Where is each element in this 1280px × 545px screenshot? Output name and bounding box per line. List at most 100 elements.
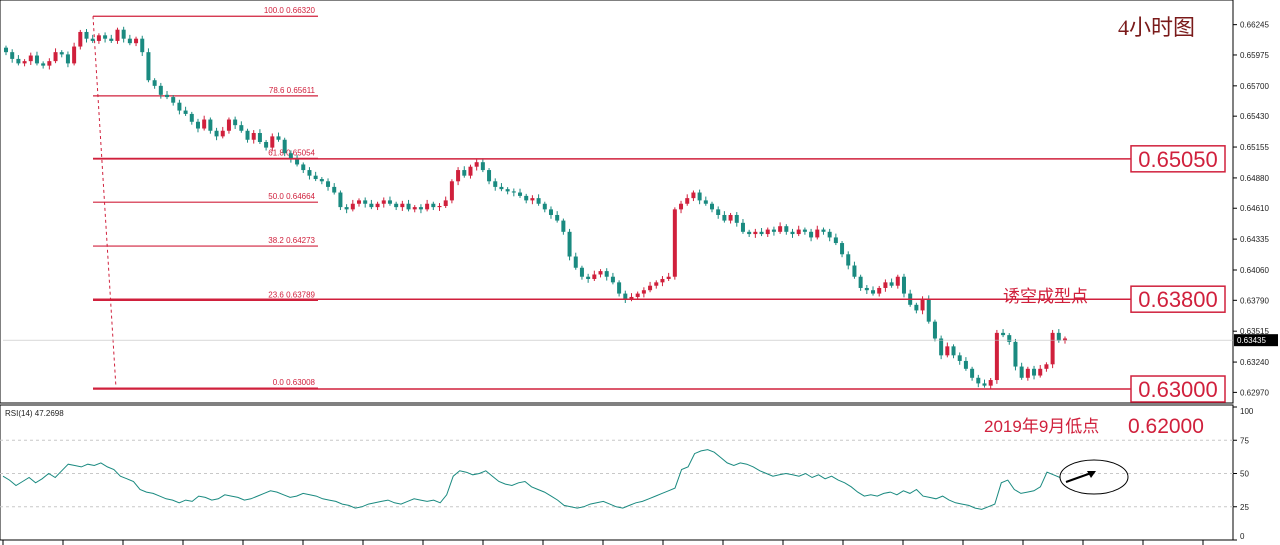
candle xyxy=(96,33,101,44)
candle xyxy=(239,121,244,133)
candle xyxy=(28,52,33,65)
candle xyxy=(728,212,733,224)
candle xyxy=(183,106,188,116)
candle xyxy=(332,183,337,195)
candle xyxy=(406,199,411,212)
candle xyxy=(988,378,993,389)
candle xyxy=(536,194,541,206)
candle xyxy=(610,272,615,285)
rsi-tick-label: 50 xyxy=(1240,470,1249,479)
y-tick-label: 0.65155 xyxy=(1240,143,1269,152)
candle xyxy=(152,78,157,89)
y-tick-label: 0.63240 xyxy=(1240,358,1269,367)
fib-level-label: 0.0 0.63008 xyxy=(273,378,316,387)
price-axis: 0.66245 0.65975 0.65700 0.65430 0.65155 0.648… xyxy=(3,21,1278,397)
candle xyxy=(462,166,467,178)
candle xyxy=(555,211,560,223)
candle xyxy=(790,228,795,238)
candle xyxy=(202,115,207,131)
candle xyxy=(65,51,70,68)
candle xyxy=(970,366,975,381)
y-tick-label: 0.62970 xyxy=(1240,388,1269,397)
candle xyxy=(4,45,8,56)
candle xyxy=(338,190,343,211)
candle xyxy=(326,178,331,191)
candle xyxy=(926,295,931,324)
candle xyxy=(1038,364,1043,378)
y-tick-label: 0.66245 xyxy=(1240,21,1269,30)
candle xyxy=(710,201,714,213)
candle xyxy=(796,225,801,237)
current-price-label: 0.63435 xyxy=(1237,336,1266,345)
fib-level-label: 38.2 0.64273 xyxy=(268,236,315,245)
candle xyxy=(660,276,665,287)
candle xyxy=(214,127,219,141)
candle xyxy=(982,379,987,388)
candle xyxy=(846,251,851,270)
y-tick-label: 0.63790 xyxy=(1240,296,1269,305)
candle xyxy=(883,279,888,292)
rsi-tick-label: 25 xyxy=(1240,503,1249,512)
candle xyxy=(598,269,603,278)
candle xyxy=(518,188,523,198)
candle xyxy=(963,357,968,371)
y-tick-label: 0.65700 xyxy=(1240,82,1269,91)
price-pane xyxy=(0,0,1234,404)
candle xyxy=(468,164,473,179)
candle xyxy=(1050,329,1055,369)
candle xyxy=(72,42,77,66)
candle xyxy=(592,270,597,281)
fib-level-label: 78.6 0.65611 xyxy=(269,86,316,95)
candle xyxy=(443,196,448,209)
candle xyxy=(957,352,962,365)
rsi-tick-label: 100 xyxy=(1240,407,1254,416)
key-level-box xyxy=(1130,375,1226,403)
candle xyxy=(716,206,721,219)
candle xyxy=(821,227,826,235)
arrow-head-icon xyxy=(1087,471,1096,478)
candle xyxy=(648,281,653,293)
key-level-box xyxy=(1130,285,1226,313)
candle xyxy=(1007,333,1012,345)
candle xyxy=(134,36,139,47)
candle xyxy=(914,302,919,314)
candle xyxy=(344,204,349,214)
candle xyxy=(480,158,485,173)
breakdown-annotation: 诱空成型点 xyxy=(1003,287,1088,306)
candle xyxy=(400,200,405,211)
candle xyxy=(753,228,758,238)
candle xyxy=(889,278,894,288)
y-tick-label: 0.63515 xyxy=(1240,327,1269,336)
candle xyxy=(939,335,944,360)
candle xyxy=(47,58,52,70)
candle xyxy=(505,187,510,195)
y-tick-label: 0.65430 xyxy=(1240,112,1269,121)
candle xyxy=(282,137,287,157)
candle xyxy=(456,167,461,186)
candle xyxy=(226,117,231,134)
candle xyxy=(840,241,845,258)
candle xyxy=(802,227,807,235)
candle xyxy=(363,197,368,208)
candle xyxy=(245,128,250,143)
candle xyxy=(1013,338,1018,371)
september-low-prefix: 2019年9月低点 xyxy=(984,417,1099,436)
candle xyxy=(932,319,937,342)
candle xyxy=(307,167,312,180)
candle xyxy=(165,91,170,100)
candle xyxy=(350,199,355,212)
candle xyxy=(431,201,436,211)
candle xyxy=(901,273,906,298)
key-level-label: 0.63800 xyxy=(1138,287,1218,312)
candle xyxy=(833,233,838,246)
fib-level-label: 50.0 0.64664 xyxy=(268,192,315,201)
candle xyxy=(815,225,820,240)
candle xyxy=(1025,366,1030,381)
candle xyxy=(301,162,306,173)
candle xyxy=(524,193,529,204)
fibonacci-retracement[interactable]: 100.0 0.66320 78.6 0.65611 61.8 0.65054 50.… xyxy=(92,6,318,389)
candle xyxy=(722,211,727,223)
candle xyxy=(158,82,163,99)
candle xyxy=(59,50,64,58)
candle xyxy=(542,201,547,213)
